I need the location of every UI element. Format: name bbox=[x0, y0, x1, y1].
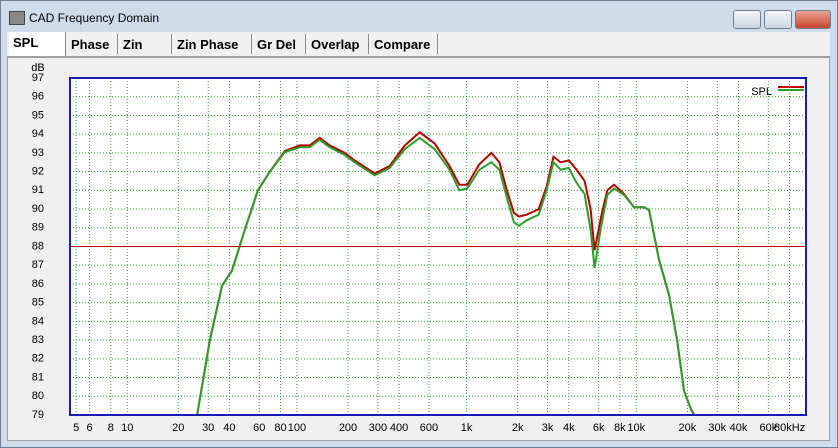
minimize-button[interactable] bbox=[733, 10, 761, 29]
y-tick-label: 79 bbox=[32, 409, 44, 421]
tab[interactable]: Phase bbox=[67, 34, 118, 54]
maximize-button[interactable] bbox=[764, 10, 792, 29]
y-tick-label: 83 bbox=[32, 334, 44, 346]
y-tick-label: 95 bbox=[32, 109, 44, 121]
spl-line bbox=[196, 136, 696, 416]
y-tick-label: 86 bbox=[32, 278, 44, 290]
window-title: CAD Frequency Domain bbox=[29, 11, 160, 25]
legend-label: SPL bbox=[751, 86, 772, 98]
y-axis-label: dB bbox=[31, 62, 44, 74]
x-tick-label: 30k bbox=[708, 422, 726, 434]
y-tick-label: 90 bbox=[32, 203, 44, 215]
close-button[interactable] bbox=[795, 10, 831, 29]
y-tick-label: 84 bbox=[32, 315, 44, 327]
x-tick-label: 10 bbox=[121, 422, 133, 434]
x-tick-label: 600 bbox=[420, 422, 438, 434]
x-tick-label: 1k bbox=[461, 422, 473, 434]
x-tick-label: 40k bbox=[730, 422, 748, 434]
x-tick-label: 2k bbox=[512, 422, 524, 434]
tab[interactable]: Overlap bbox=[307, 34, 369, 54]
y-tick-label: 91 bbox=[32, 184, 44, 196]
tab[interactable]: SPL bbox=[9, 32, 66, 56]
y-tick-label: 88 bbox=[32, 240, 44, 252]
y-tick-label: 93 bbox=[32, 147, 44, 159]
x-tick-label: 200 bbox=[339, 422, 357, 434]
y-tick-label: 80 bbox=[32, 390, 44, 402]
x-tick-label: 20 bbox=[172, 422, 184, 434]
x-tick-label: 60k bbox=[759, 422, 777, 434]
y-tick-label: 81 bbox=[32, 371, 44, 383]
x-tick-label: 8 bbox=[108, 422, 114, 434]
tab-bar: SPL Phase Zin Zin Phase Gr Del Overlap Compare bbox=[7, 32, 830, 57]
x-tick-label: 8k bbox=[614, 422, 626, 434]
x-tick-label: 60 bbox=[253, 422, 265, 434]
x-tick-label: 80kHz bbox=[774, 422, 805, 434]
tab[interactable]: Compare bbox=[370, 34, 438, 54]
x-tick-label: 5 bbox=[73, 422, 79, 434]
x-tick-label: 3k bbox=[542, 422, 554, 434]
y-tick-label: 92 bbox=[32, 166, 44, 178]
x-tick-label: 20k bbox=[679, 422, 697, 434]
x-tick-label: 100 bbox=[288, 422, 306, 434]
x-tick-label: 6 bbox=[87, 422, 93, 434]
plot-border bbox=[69, 77, 807, 416]
x-tick-label: 80 bbox=[274, 422, 286, 434]
x-tick-label: 10k bbox=[627, 422, 645, 434]
y-tick-label: 89 bbox=[32, 222, 44, 234]
x-tick-label: 300 bbox=[369, 422, 387, 434]
app-icon bbox=[9, 11, 25, 25]
y-tick-label: 97 bbox=[32, 72, 44, 84]
y-tick-label: 82 bbox=[32, 353, 44, 365]
tab[interactable]: Gr Del bbox=[253, 34, 306, 54]
tab[interactable]: Zin bbox=[119, 34, 172, 54]
x-tick-label: 6k bbox=[593, 422, 605, 434]
x-tick-label: 30 bbox=[202, 422, 214, 434]
y-tick-label: 96 bbox=[32, 91, 44, 103]
x-tick-label: 400 bbox=[390, 422, 408, 434]
y-tick-label: 85 bbox=[32, 297, 44, 309]
tab[interactable]: Zin Phase bbox=[173, 34, 252, 54]
x-tick-label: 40 bbox=[223, 422, 235, 434]
x-tick-label: 4k bbox=[563, 422, 575, 434]
y-tick-label: 87 bbox=[32, 259, 44, 271]
y-tick-label: 94 bbox=[32, 128, 44, 140]
